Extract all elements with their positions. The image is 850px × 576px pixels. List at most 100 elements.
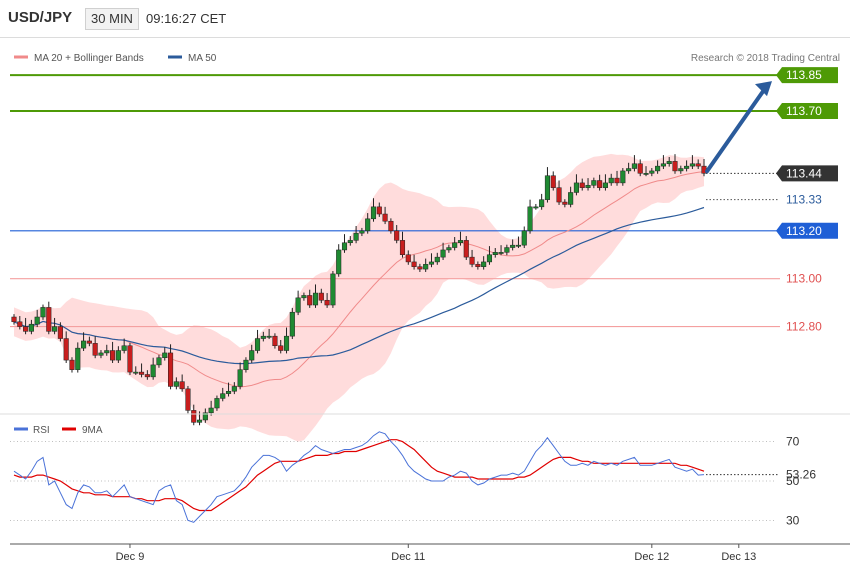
timeframe-selector[interactable]: 30 MIN xyxy=(85,8,139,30)
candle xyxy=(626,168,632,172)
candle xyxy=(63,338,69,361)
candle xyxy=(28,323,34,332)
candle xyxy=(283,335,290,351)
candle xyxy=(492,252,498,255)
candle xyxy=(225,390,232,394)
candle xyxy=(179,381,185,390)
candle xyxy=(237,369,243,387)
candle xyxy=(318,292,324,301)
forecast-arrow xyxy=(705,85,768,174)
candle xyxy=(411,261,417,267)
candle xyxy=(405,254,411,263)
bollinger-band xyxy=(14,153,704,442)
level-tag-113.85 xyxy=(776,67,838,84)
x-tick-label: Dec 12 xyxy=(634,551,669,563)
candle xyxy=(34,316,40,325)
candle xyxy=(254,338,261,351)
candle xyxy=(556,187,562,203)
candle xyxy=(365,218,371,232)
level-tag-113.44 xyxy=(776,165,838,182)
candle xyxy=(527,206,533,232)
candle xyxy=(341,242,348,251)
ma50-line xyxy=(13,206,705,365)
candle xyxy=(104,350,110,354)
candle xyxy=(144,374,150,378)
legend: MA 20 + Bollinger Bands MA 50 Research ©… xyxy=(14,53,840,436)
level-label-113.44: 113.44 xyxy=(786,166,822,180)
candle xyxy=(57,326,63,339)
candle xyxy=(695,163,701,167)
legend-9ma-label: 9MA xyxy=(82,425,103,436)
candle xyxy=(539,199,545,208)
level-label-113.00: 113.00 xyxy=(786,272,822,286)
candle xyxy=(643,173,649,175)
rsi-tick-30: 30 xyxy=(786,513,800,527)
candle xyxy=(98,352,104,356)
rsi-tick-50: 50 xyxy=(786,474,800,488)
candle xyxy=(185,388,191,411)
candle xyxy=(469,256,475,265)
candle xyxy=(597,180,603,188)
candle xyxy=(17,321,23,327)
level-label-113.70: 113.70 xyxy=(786,104,822,118)
candle xyxy=(92,343,98,356)
candle xyxy=(324,299,330,306)
candle xyxy=(370,206,377,220)
candle xyxy=(666,161,672,164)
candle xyxy=(376,206,382,215)
candle xyxy=(127,345,133,373)
candle xyxy=(301,295,307,299)
candle xyxy=(150,364,156,378)
candle xyxy=(52,326,58,332)
candle xyxy=(417,266,423,270)
candle xyxy=(382,213,388,222)
legend-ma20-label: MA 20 + Bollinger Bands xyxy=(34,53,144,64)
candle xyxy=(81,340,87,349)
candle xyxy=(23,326,29,332)
candle xyxy=(684,165,690,169)
x-tick-label: Dec 13 xyxy=(721,551,756,563)
candle xyxy=(608,177,614,184)
candle xyxy=(440,249,446,258)
candle xyxy=(75,347,81,370)
candle xyxy=(394,230,400,241)
candle xyxy=(353,232,359,241)
candle xyxy=(591,180,597,186)
candle xyxy=(46,307,52,332)
legend-rsi-label: RSI xyxy=(33,425,50,436)
candle xyxy=(156,357,162,366)
candle xyxy=(510,244,516,248)
candle xyxy=(602,182,608,188)
candle xyxy=(585,185,591,188)
candle xyxy=(481,261,487,267)
candle xyxy=(568,192,574,205)
candle xyxy=(452,242,458,248)
candle xyxy=(399,240,406,255)
x-tick-label: Dec 11 xyxy=(391,551,425,563)
candle xyxy=(40,307,46,318)
candle xyxy=(121,345,127,351)
rsi-panel: 70 50 30 53.26 xyxy=(10,431,816,527)
candle xyxy=(388,220,394,232)
candle xyxy=(521,230,527,246)
candle xyxy=(359,230,365,234)
legend-ma50-label: MA 50 xyxy=(188,53,217,64)
candle xyxy=(347,240,353,244)
candle xyxy=(214,398,220,409)
credit-text: Research © 2018 Trading Central xyxy=(691,53,840,64)
candle xyxy=(173,381,179,387)
level-label-113.20: 113.20 xyxy=(786,224,822,238)
rsi-tick-70: 70 xyxy=(786,435,800,449)
candle xyxy=(434,256,440,263)
candle xyxy=(637,163,643,174)
level-label-112.80: 112.80 xyxy=(786,320,822,334)
candle xyxy=(446,247,452,251)
candle xyxy=(249,350,255,361)
candle xyxy=(139,371,145,375)
level-label-113.33: 113.33 xyxy=(786,193,822,207)
candle xyxy=(289,311,295,337)
candle xyxy=(86,340,92,344)
candle xyxy=(162,352,168,358)
candle xyxy=(475,264,481,267)
candle xyxy=(655,165,661,172)
